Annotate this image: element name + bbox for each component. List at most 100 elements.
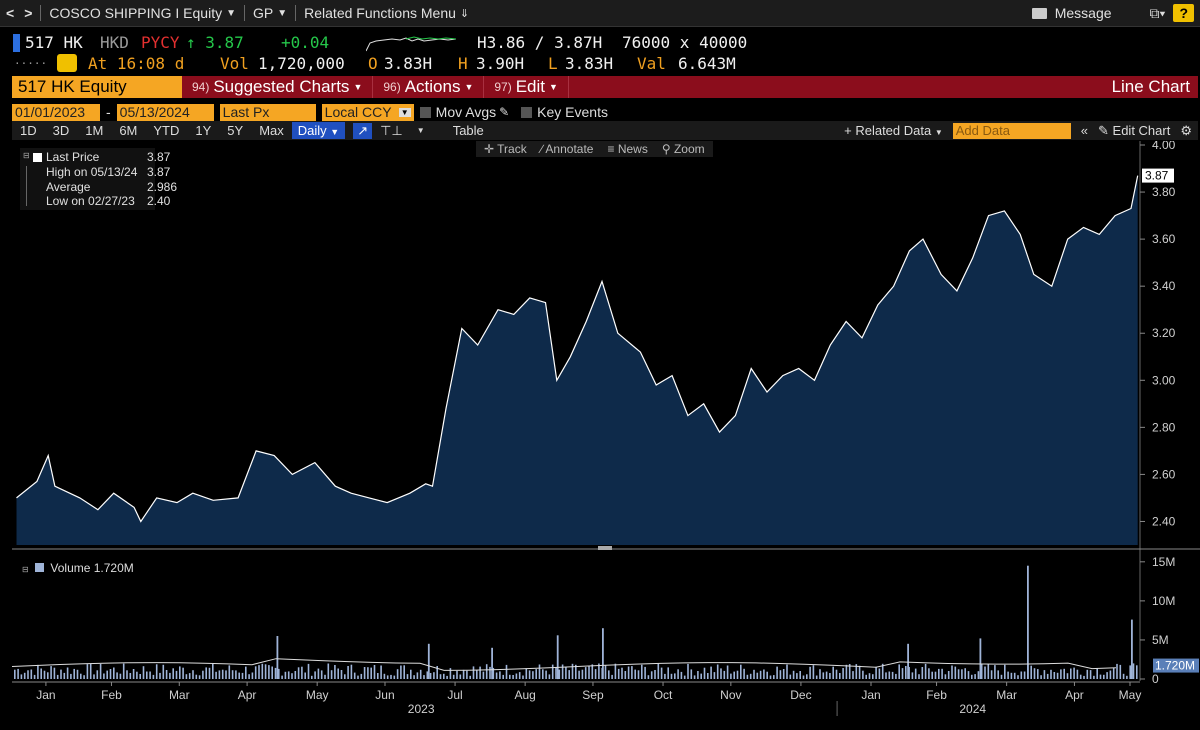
volume-bar [974, 674, 976, 679]
volume-bar [271, 666, 273, 679]
x-tick-label: Mar [169, 688, 190, 702]
field-selector[interactable]: Last Px [219, 103, 316, 121]
period-label: Daily [297, 123, 327, 138]
window-options-icon[interactable]: ⧉▾ [1149, 4, 1166, 21]
bar-chart-style-icon[interactable]: ⊤⊥ [380, 122, 403, 138]
caret-down-icon[interactable]: ▼ [416, 126, 425, 135]
volume-bar [733, 671, 735, 679]
range-6m[interactable]: 6M [119, 123, 138, 138]
table-button[interactable]: Table [452, 123, 484, 138]
back-button[interactable]: < [6, 5, 15, 21]
range-1d[interactable]: 1D [20, 123, 37, 138]
price-tick-label: 2.60 [1152, 467, 1176, 481]
volume-bar [720, 668, 722, 679]
volume-bar [1033, 668, 1036, 679]
volume-bar [528, 670, 531, 679]
zoom-tool[interactable]: ⚲ Zoom [661, 142, 705, 156]
volume-bar [122, 663, 125, 679]
legend-collapse-icon[interactable]: ⊟ [22, 565, 29, 574]
annotate-tool[interactable]: ∕ Annotate [540, 142, 594, 156]
price-volume-chart[interactable]: 4.00 3.80 3.60 3.40 3.20 3.00 2.80 2.60 2.40 3.87… [12, 141, 1200, 730]
volume-bar [898, 664, 900, 679]
price-area [16, 175, 1138, 545]
status-dots: ..... [14, 54, 48, 67]
volume-bar [109, 669, 112, 679]
volume-bar [763, 669, 765, 679]
volume-bar [1122, 673, 1125, 679]
track-tool[interactable]: ✛ Track [484, 142, 527, 156]
volume-bar [423, 675, 425, 679]
volume-bar [419, 669, 422, 679]
x-tick-label: Jan [36, 688, 55, 702]
volume-bar [489, 666, 491, 679]
range-1y[interactable]: 1Y [195, 123, 212, 138]
start-date-field[interactable]: 01/01/2023 [12, 103, 100, 121]
volume-bar [749, 673, 752, 679]
edit-chart-button[interactable]: ✎ Edit Chart [1098, 123, 1170, 139]
volume-bar [604, 665, 607, 679]
security-title[interactable]: 517 HK Equity [12, 76, 182, 98]
volume-bar [888, 671, 891, 679]
legend-average-label: Average [46, 180, 91, 194]
legend-collapse-icon[interactable]: ⊟ [23, 151, 30, 160]
volume-bar [581, 669, 584, 679]
volume-bar [287, 671, 290, 679]
x-tick-label: Sep [582, 688, 604, 702]
volume-bar [542, 669, 544, 679]
caret-down-icon: ▼ [398, 107, 411, 117]
range-5y[interactable]: 5Y [227, 123, 244, 138]
volume-bar [495, 672, 498, 679]
low-value: 3.83H [565, 54, 614, 73]
range-max[interactable]: Max [259, 123, 284, 138]
volume-bar [386, 675, 389, 679]
volume-bar [83, 675, 85, 679]
volume-legend: ⊟ Volume 1.720M [22, 561, 134, 575]
gear-icon[interactable]: ⚙ [1180, 122, 1192, 138]
function-selector[interactable]: GP ▼ [253, 5, 287, 21]
volume-spike-bar [276, 636, 279, 679]
panel-resize-handle[interactable] [598, 546, 612, 550]
end-date-field[interactable]: 05/13/2024 [116, 103, 214, 121]
volume-bar [383, 673, 386, 679]
forward-button[interactable]: > [24, 5, 33, 21]
suggested-charts-menu[interactable]: 94) Suggested Charts ▼ [182, 76, 374, 98]
help-button[interactable]: ? [1173, 4, 1194, 22]
volume-bar [515, 673, 518, 679]
volume-bar [1136, 665, 1138, 679]
news-tool[interactable]: ≡ News [607, 142, 648, 156]
volume-bar [835, 669, 838, 679]
volume-bar [377, 673, 379, 679]
line-chart-style-icon[interactable]: ↗ [353, 122, 373, 139]
range-1m[interactable]: 1M [85, 123, 104, 138]
volume-bar [188, 673, 191, 679]
volume-bar [799, 671, 801, 679]
related-data-menu[interactable]: + Related Data ▼ [844, 123, 943, 138]
period-selector[interactable]: Daily ▼ [291, 122, 346, 139]
volume-bar [1076, 669, 1079, 679]
volume-bar [228, 665, 231, 679]
volume-bar [928, 668, 930, 679]
volume-bar [532, 671, 534, 679]
related-functions-menu[interactable]: Related Functions Menu ⇓ [304, 5, 469, 21]
volume-bar [63, 672, 66, 679]
key-events-toggle[interactable]: Key Events [521, 104, 608, 120]
volume-bar [918, 674, 920, 679]
volume-bar [1073, 667, 1075, 679]
mov-avgs-toggle[interactable]: Mov Avgs ✎ [419, 104, 509, 120]
range-3d[interactable]: 3D [52, 123, 70, 138]
volume-bar [1053, 672, 1056, 679]
actions-menu[interactable]: 96) Actions ▼ [373, 76, 485, 98]
volume-bar [212, 663, 214, 679]
add-data-input[interactable]: Add Data [952, 122, 1071, 139]
volume-bar [575, 664, 577, 679]
volume-bar [1007, 671, 1009, 679]
x-tick-label: Apr [238, 688, 257, 702]
collapse-icon[interactable]: « [1080, 123, 1088, 138]
currency-selector[interactable]: Local CCY ▼ [321, 103, 414, 121]
edit-menu[interactable]: 97) Edit ▼ [484, 76, 569, 98]
message-button[interactable]: Message [1031, 5, 1112, 21]
net-change: +0.04 [281, 33, 330, 52]
volume-bar [254, 666, 257, 679]
range-ytd[interactable]: YTD [153, 123, 180, 138]
security-selector[interactable]: COSCO SHIPPING I Equity ▼ [49, 5, 236, 21]
